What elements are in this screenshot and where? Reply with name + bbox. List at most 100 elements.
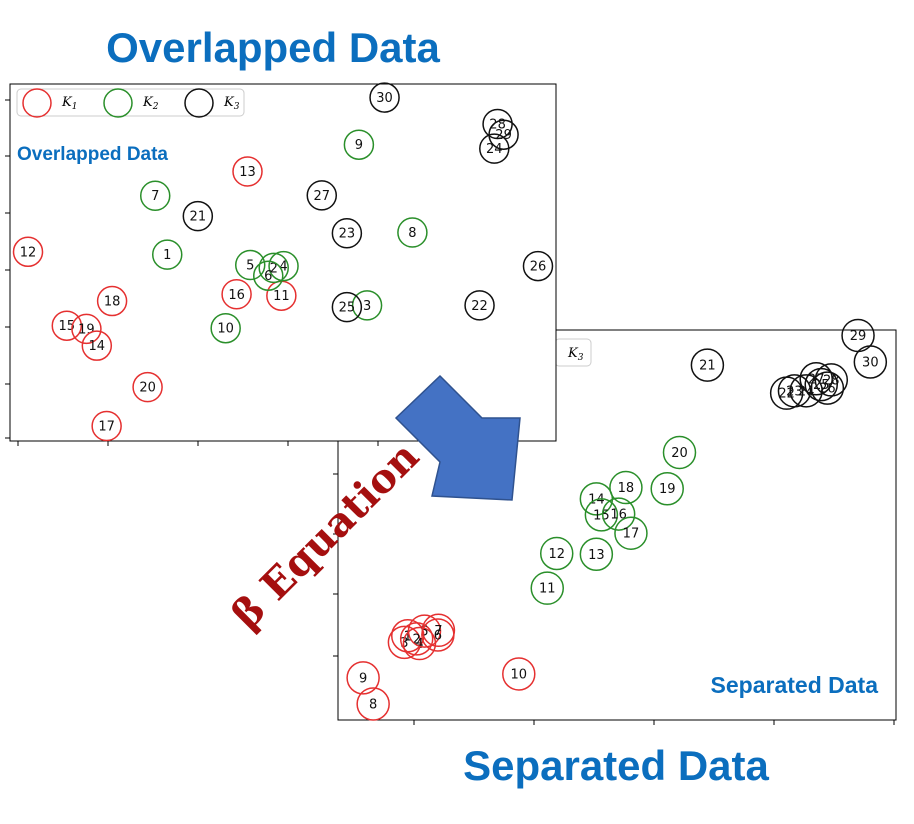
- separated-point-marker: [584, 498, 619, 532]
- overlapped-point-marker: [268, 250, 299, 282]
- overlapped-point-marker: [234, 249, 266, 281]
- overlapped-panel-label: Overlapped Data: [17, 144, 168, 165]
- overlapped-point-marker: [482, 108, 513, 140]
- overlapped-point-label: 9: [355, 138, 363, 153]
- separated-point-marker: [356, 687, 390, 721]
- overlapped-legend: K1 K2 K3: [16, 88, 245, 118]
- overlapped-point-label: 12: [20, 245, 37, 260]
- separated-point-marker: [530, 571, 564, 605]
- overlapped-plot-frame: [9, 83, 557, 442]
- separated-point-label: 25: [813, 378, 830, 393]
- separated-point-marker: [399, 622, 434, 656]
- separated-point-marker: [407, 614, 442, 648]
- separated-point-label: 8: [369, 698, 377, 713]
- separated-point-label: 11: [539, 582, 556, 597]
- separated-point-label: 4: [415, 637, 423, 652]
- legend-k3-label: K3: [223, 95, 240, 112]
- separated-point-marker: [690, 348, 725, 382]
- separated-point-marker: [539, 536, 574, 571]
- overlapped-point-label: 13: [239, 165, 256, 180]
- separated-point-label: 17: [623, 527, 640, 542]
- separated-point-label: 15: [593, 508, 610, 523]
- separated-point-marker: [346, 661, 380, 695]
- overlapped-point-marker: [91, 410, 122, 442]
- overlapped-point-marker: [522, 250, 554, 282]
- overlapped-point-marker: [343, 129, 375, 160]
- separated-point-label: 3: [400, 636, 408, 651]
- overlapped-point-label: 30: [376, 91, 393, 106]
- overlapped-point-label: 1: [163, 248, 171, 263]
- overlapped-point-label: 2: [270, 261, 278, 276]
- overlapped-point-marker: [253, 260, 284, 291]
- overlapped-point-marker: [12, 236, 44, 268]
- separated-point-marker: [601, 497, 636, 531]
- separated-point-marker: [650, 471, 684, 506]
- separated-point-marker: [814, 363, 849, 397]
- overlapped-point-label: 29: [495, 128, 512, 143]
- overlapped-point-marker: [221, 279, 252, 310]
- overlapped-point-label: 16: [228, 288, 245, 303]
- separated-point-label: 2: [413, 632, 421, 647]
- overlapped-point-label: 11: [273, 289, 290, 304]
- separated-point-marker: [777, 374, 812, 408]
- overlapped-point-label: 8: [408, 226, 416, 241]
- overlapped-point-label: 26: [530, 260, 547, 275]
- separated-point-marker: [810, 371, 845, 405]
- separated-panel-label: Separated Data: [711, 672, 879, 698]
- overlapped-point-label: 3: [363, 299, 371, 314]
- separated-point-label: 18: [618, 481, 635, 496]
- overlapped-point-marker: [479, 133, 510, 164]
- overlapped-point-marker: [182, 200, 214, 232]
- separated-point-marker: [662, 435, 697, 470]
- separated-point-label: 29: [850, 329, 867, 344]
- overlapped-point-marker: [210, 312, 241, 344]
- overlapped-point-label: 7: [151, 189, 159, 204]
- separated-point-label: 13: [588, 548, 605, 563]
- overlapped-point-marker: [132, 371, 163, 403]
- legend-k3-marker: [184, 88, 214, 118]
- overlapped-point-label: 17: [98, 420, 115, 435]
- overlapped-point-label: 22: [471, 299, 488, 314]
- separated-point-label: 1: [404, 629, 412, 644]
- overlapped-point-label: 6: [264, 269, 272, 284]
- overlapped-title: Overlapped Data: [106, 24, 440, 71]
- overlapped-point-marker: [96, 285, 128, 317]
- separated-point-marker: [804, 367, 838, 402]
- overlapped-point-marker: [232, 156, 263, 187]
- separated-point-label: 30: [862, 355, 879, 370]
- separated-point-marker: [789, 374, 823, 408]
- overlapped-point-marker: [464, 290, 495, 321]
- overlapped-point-marker: [331, 291, 363, 323]
- separated-point-marker: [579, 537, 614, 571]
- separated-point-marker: [421, 618, 455, 652]
- overlapped-point-marker: [71, 313, 102, 345]
- separated-point-label: 16: [610, 508, 627, 523]
- overlapped-point-marker: [369, 82, 400, 113]
- separated-point-marker: [387, 625, 422, 660]
- overlapped-point-label: 5: [246, 258, 254, 273]
- separated-point-label: 5: [420, 625, 428, 640]
- legend-k2-marker: [103, 88, 133, 118]
- separated-point-marker: [502, 657, 536, 691]
- separated-point-label: 19: [659, 482, 676, 497]
- overlapped-point-label: 27: [313, 189, 330, 204]
- overlapped-point-marker: [258, 252, 289, 284]
- separated-point-marker: [853, 345, 888, 379]
- separated-point-label: 7: [434, 624, 442, 639]
- overlapped-point-label: 15: [59, 319, 76, 334]
- overlapped-point-marker: [351, 290, 383, 321]
- overlapped-point-label: 21: [190, 210, 207, 225]
- legend-k1-label: K1: [61, 95, 77, 112]
- separated-point-marker: [799, 362, 833, 396]
- separated-point-label: 27: [808, 372, 825, 387]
- separated-point-label: 12: [548, 547, 565, 562]
- separated-title: Separated Data: [463, 742, 769, 789]
- down-right-block-arrow-icon: [394, 374, 521, 501]
- overlapped-point-label: 20: [139, 381, 156, 396]
- overlapped-point-label: 18: [104, 295, 121, 310]
- overlapped-point-label: 19: [78, 322, 95, 337]
